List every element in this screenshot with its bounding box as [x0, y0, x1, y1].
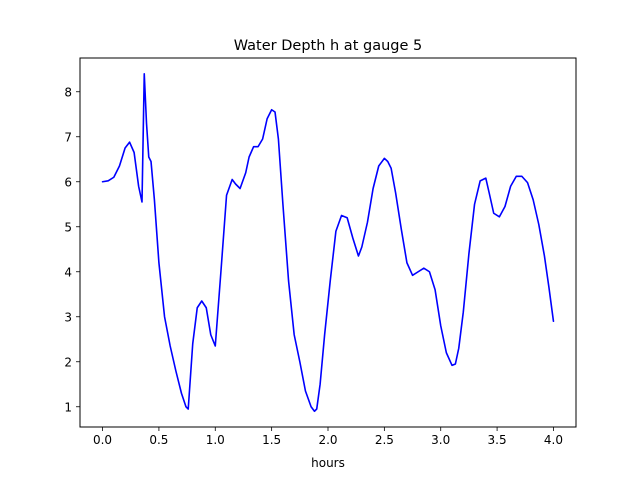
x-tick-label: 4.0	[544, 433, 563, 447]
x-axis-label: hours	[311, 456, 345, 470]
plot-content	[101, 72, 555, 413]
x-tick-label: 1.5	[262, 433, 281, 447]
x-tick-label: 0.5	[149, 433, 168, 447]
series-line-0	[101, 72, 555, 413]
x-tick-label: 2.5	[375, 433, 394, 447]
y-tick-label: 8	[64, 85, 72, 99]
y-axis: 1 2 3 4 5 6 7 8	[64, 85, 80, 414]
y-tick-label: 6	[64, 175, 72, 189]
y-tick-label: 7	[64, 130, 72, 144]
x-tick-label: 3.0	[431, 433, 450, 447]
y-tick-label: 4	[64, 265, 72, 279]
x-tick-label: 3.5	[488, 433, 507, 447]
y-tick-label: 3	[64, 310, 72, 324]
y-tick-label: 5	[64, 220, 72, 234]
x-axis: 0.0 0.5 1.0 1.5 2.0 2.5 3.0 3.5 4.0	[93, 427, 563, 447]
x-tick-label: 2.0	[318, 433, 337, 447]
y-tick-label: 2	[64, 355, 72, 369]
y-tick-label: 1	[64, 400, 72, 414]
chart-title: Water Depth h at gauge 5	[234, 38, 422, 54]
x-tick-label: 1.0	[206, 433, 225, 447]
x-tick-label: 0.0	[93, 433, 112, 447]
